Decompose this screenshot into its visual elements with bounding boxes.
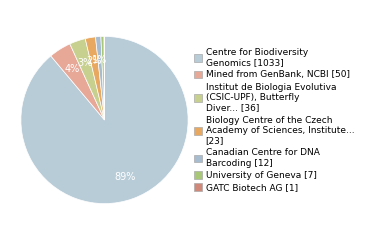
Text: 2%: 2% — [87, 56, 102, 66]
Wedge shape — [70, 39, 105, 120]
Text: 89%: 89% — [114, 172, 136, 182]
Text: 3%: 3% — [78, 58, 93, 68]
Wedge shape — [51, 44, 104, 120]
Text: 1%: 1% — [92, 55, 108, 65]
Text: 4%: 4% — [65, 64, 80, 74]
Legend: Centre for Biodiversity
Genomics [1033], Mined from GenBank, NCBI [50], Institut: Centre for Biodiversity Genomics [1033],… — [193, 47, 355, 193]
Wedge shape — [95, 36, 104, 120]
Wedge shape — [21, 36, 188, 204]
Wedge shape — [101, 36, 104, 120]
Wedge shape — [85, 37, 105, 120]
